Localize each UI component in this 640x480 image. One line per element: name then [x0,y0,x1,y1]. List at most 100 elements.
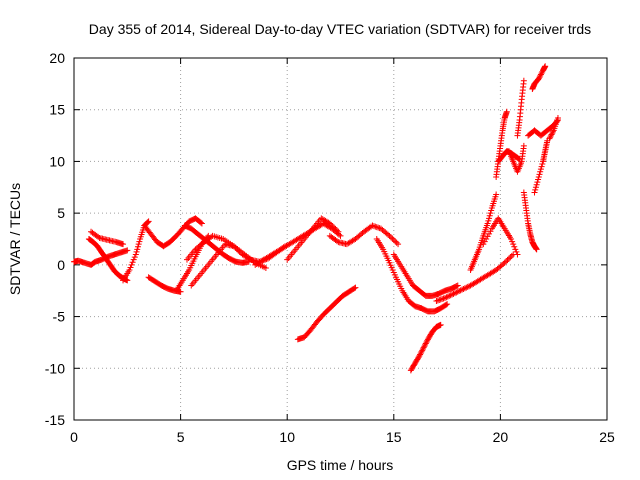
data-point-marker [488,207,495,214]
data-point-marker [369,222,376,229]
data-point-marker [549,130,556,137]
series-arc-13 [294,284,359,343]
data-point-marker [336,231,343,238]
series-arc-25 [520,189,540,253]
data-point-marker [120,241,127,248]
data-point-marker [554,114,561,121]
y-tick-label: 15 [49,102,65,118]
data-point-marker [446,292,453,299]
data-point-marker [512,246,519,253]
data-point-marker [443,301,450,308]
data-point-marker [126,267,133,274]
data-point-marker [508,236,515,242]
data-point-marker [135,241,142,248]
series-arc-28 [529,63,549,93]
data-point-marker [548,131,555,138]
data-point-marker [486,230,493,237]
data-point-marker [370,223,377,230]
data-point-marker [434,297,441,304]
plot-frame [73,57,608,421]
data-point-marker [439,295,446,302]
data-point-marker [132,251,139,258]
data-point-marker [487,210,494,217]
data-point-marker [422,340,429,347]
data-point-marker [447,292,454,299]
y-tick-label: -10 [45,360,65,376]
data-point-marker [144,219,151,226]
data-point-marker [418,348,425,355]
data-point-marker [440,295,447,302]
x-tick-label: 5 [177,429,185,445]
data-point-marker [483,236,490,242]
data-point-marker [535,176,542,183]
data-point-marker [421,343,428,350]
series-arc-20 [480,215,521,258]
data-point-marker [532,184,539,191]
data-point-marker [451,290,458,297]
data-point-marker [124,247,131,254]
data-point-marker [390,237,397,244]
y-tick-label: 20 [49,50,65,66]
data-point-marker [375,224,382,231]
data-point-marker [515,155,522,162]
data-point-marker [481,238,488,245]
data-point-marker [335,228,342,235]
data-point-marker [352,284,359,291]
data-point-marker [144,219,151,226]
data-point-marker [130,256,137,263]
data-point-marker [424,337,431,344]
series-arc-29 [546,114,561,142]
data-point-marker [520,142,527,149]
data-point-marker [127,264,134,271]
data-point-marker [443,294,450,301]
data-point-marker [392,238,399,245]
data-point-marker [537,168,544,175]
data-point-marker [433,298,440,305]
y-tick-label: -5 [53,309,66,325]
data-point-marker [463,284,470,291]
data-point-marker [538,163,545,170]
data-point-marker [534,179,541,186]
x-tick-label: 10 [279,429,295,445]
data-point-marker [487,228,494,235]
data-point-marker [509,238,516,245]
data-point-marker [500,260,507,267]
series-arc-27 [531,137,551,196]
chart-title: Day 355 of 2014, Sidereal Day-to-day VTE… [89,21,591,37]
data-point-marker [331,224,338,231]
data-point-marker [520,77,527,84]
data-point-marker [197,219,204,226]
data-point-marker [542,63,549,70]
data-point-marker [537,71,544,78]
y-tick-label: -15 [45,412,65,428]
data-point-marker [436,297,443,304]
data-point-marker [420,344,427,351]
data-point-marker [486,215,493,222]
series-arc-16 [390,251,461,299]
data-point-marker [129,259,136,266]
data-point-marker [145,218,152,225]
data-point-marker [460,285,467,292]
data-point-marker [385,231,392,238]
data-point-marker [444,293,451,300]
data-point-marker [136,238,143,245]
data-point-marker [246,255,253,262]
data-point-marker [546,135,553,142]
data-point-marker [549,128,556,135]
data-point-marker [351,285,358,292]
data-point-marker [235,247,242,254]
data-point-marker [538,70,545,77]
data-point-marker [533,246,540,253]
data-point-marker [454,288,461,295]
data-point-marker [416,352,423,359]
data-point-marker [536,171,543,178]
x-axis: 0 5 10 15 20 25 [70,58,615,445]
data-point-marker [505,255,512,262]
data-point-marker [461,285,468,292]
data-point-marker [236,248,243,255]
data-point-marker [531,189,538,196]
data-point-marker [454,282,461,289]
y-axis-label: SDTVAR / TECUs [7,183,23,295]
x-tick-label: 25 [599,429,615,445]
